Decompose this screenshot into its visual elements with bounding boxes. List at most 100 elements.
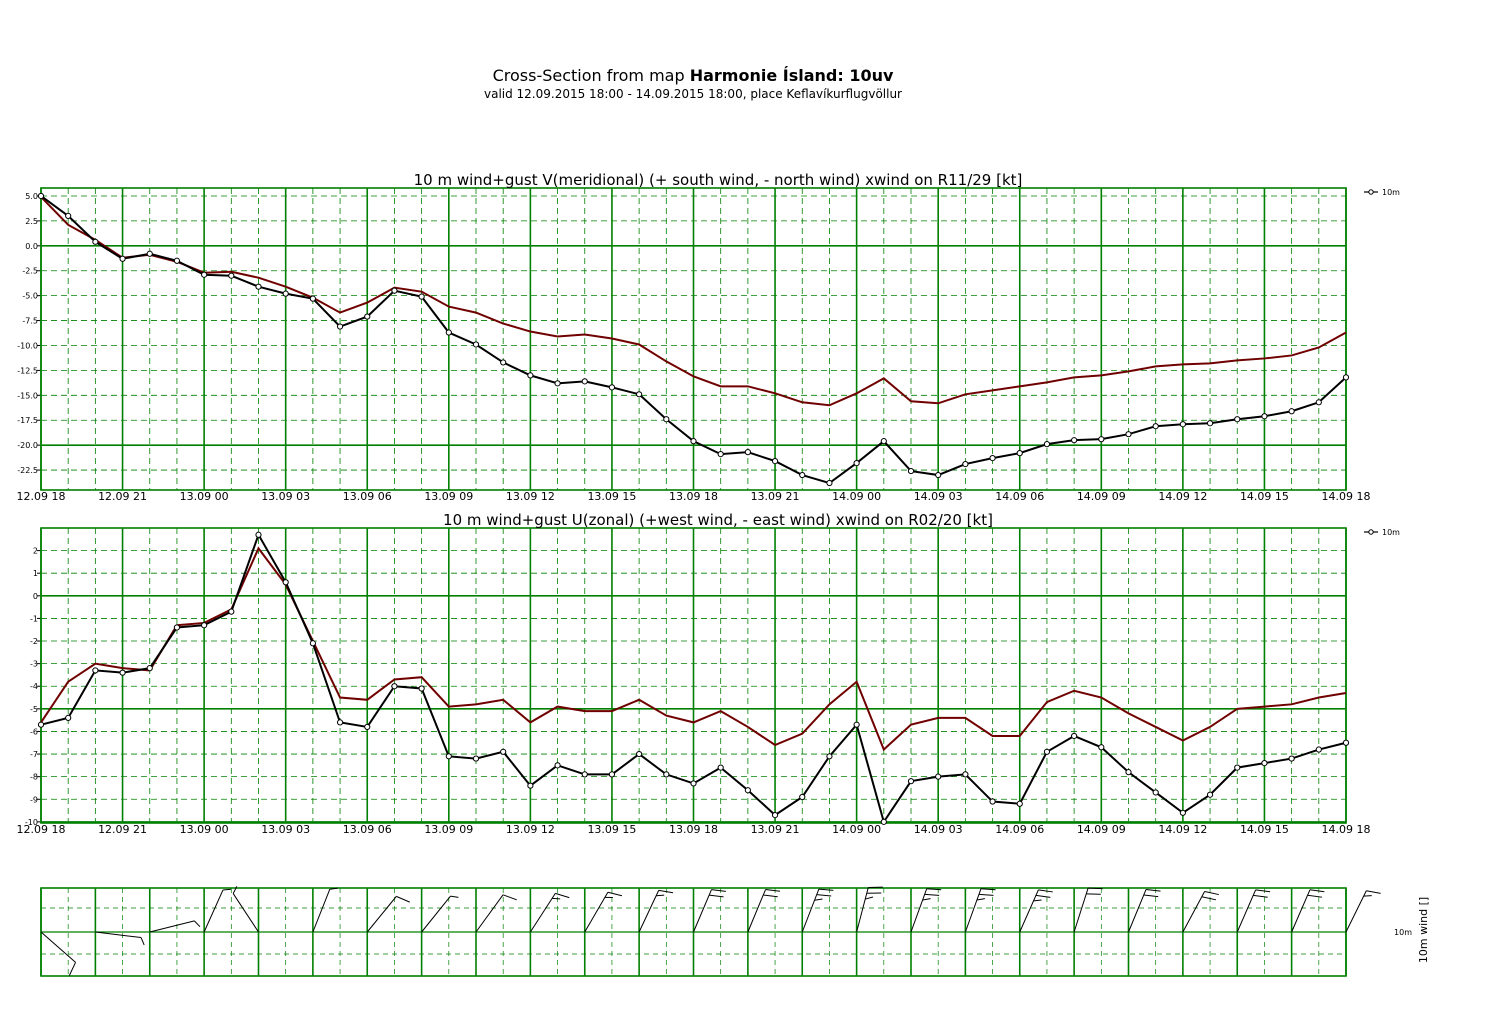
y-tick-label: 2 xyxy=(33,547,38,556)
x-tick-label: 13.09 09 xyxy=(424,823,473,836)
wind-barb-feather xyxy=(1033,899,1042,902)
x-tick-label: 14.09 03 xyxy=(914,490,963,503)
x-tick-label: 14.09 09 xyxy=(1077,823,1126,836)
wind-barb-shaft xyxy=(95,931,142,939)
data-point xyxy=(391,287,398,294)
data-point xyxy=(1206,791,1214,798)
data-point xyxy=(201,622,208,629)
data-point xyxy=(173,257,181,264)
wind-barb-feather xyxy=(818,888,834,891)
wind-barb-feather xyxy=(1309,889,1325,893)
wind-barb-feather xyxy=(450,895,459,898)
data-point xyxy=(1234,764,1241,771)
data-point xyxy=(1071,437,1078,444)
wind-barb-shaft xyxy=(40,931,76,963)
wind-barb-feather xyxy=(924,893,940,896)
data-point xyxy=(37,192,45,200)
x-tick-label: 14.09 15 xyxy=(1240,490,1289,503)
data-point xyxy=(826,753,833,760)
data-point xyxy=(1098,744,1105,751)
data-point xyxy=(636,391,643,398)
data-point xyxy=(472,755,480,762)
wind-barb-feather xyxy=(1204,890,1219,896)
data-point xyxy=(65,714,72,721)
y-tick-label: -17.5 xyxy=(17,416,38,425)
barb-axis-label: 10m wind [] xyxy=(1417,897,1430,963)
data-point xyxy=(228,608,235,615)
wind-barb-shaft xyxy=(366,896,397,933)
y-tick-label: 0.0 xyxy=(25,242,38,251)
y-tick-label: -2.5 xyxy=(22,267,38,276)
data-point xyxy=(309,295,316,302)
data-point xyxy=(1125,769,1132,776)
wind-barb-feather xyxy=(926,888,942,891)
y-tick-label: -2 xyxy=(30,637,38,646)
wind-barb-panel: 10m 10m wind [] xyxy=(40,886,1430,977)
wind-barb-feather xyxy=(865,896,874,900)
y-tick-label: -7 xyxy=(30,750,38,759)
wind-barb-feather xyxy=(922,898,931,901)
data-point xyxy=(309,640,316,647)
data-point xyxy=(418,293,425,300)
x-tick-label: 13.09 09 xyxy=(424,490,473,503)
x-tick-label: 12.09 21 xyxy=(98,823,147,836)
data-point xyxy=(37,721,45,728)
wind-barb-feather xyxy=(709,894,724,898)
x-tick-label: 13.09 12 xyxy=(506,823,555,836)
wind-barb-feather xyxy=(1253,894,1268,898)
y-tick-label: -8 xyxy=(30,773,38,782)
data-point xyxy=(472,341,480,348)
x-tick-label: 14.09 18 xyxy=(1322,823,1371,836)
data-point xyxy=(1261,759,1268,767)
legend-marker xyxy=(1368,189,1374,195)
wind-barb-shaft xyxy=(1128,889,1147,933)
data-point xyxy=(717,764,724,771)
x-tick-label: 13.09 03 xyxy=(261,823,310,836)
data-point xyxy=(1234,416,1241,423)
data-point xyxy=(907,778,915,785)
wind-barb-shaft xyxy=(693,889,712,933)
data-point xyxy=(1288,755,1295,762)
data-point xyxy=(255,531,262,538)
x-tick-label: 14.09 15 xyxy=(1240,823,1289,836)
data-point xyxy=(1098,436,1105,443)
wind-barb-feather xyxy=(329,887,338,890)
data-point xyxy=(880,818,887,825)
wind-barb-feather xyxy=(1143,894,1159,898)
wind-barb-feather xyxy=(222,888,232,891)
data-point xyxy=(1152,423,1159,430)
data-point xyxy=(173,624,181,631)
wind-barb-feather xyxy=(1201,896,1217,901)
page-subtitle: valid 12.09.2015 18:00 - 14.09.2015 18:0… xyxy=(483,87,902,101)
wind-barb-feather xyxy=(502,894,517,901)
wind-barb-shaft xyxy=(312,889,331,933)
data-point xyxy=(500,748,507,755)
wind-barb-feather xyxy=(1366,890,1381,894)
data-point xyxy=(1043,748,1051,755)
wind-barb-feather xyxy=(656,894,665,897)
x-tick-label: 13.09 21 xyxy=(751,490,800,503)
data-point xyxy=(962,460,969,468)
data-point xyxy=(146,250,153,257)
x-tick-label: 12.09 18 xyxy=(17,823,66,836)
data-point xyxy=(690,438,697,445)
data-point xyxy=(554,762,561,769)
data-point xyxy=(92,667,99,674)
data-point xyxy=(1261,413,1268,420)
data-point xyxy=(119,255,126,262)
page-title: Cross-Section from map Harmonie Ísland: … xyxy=(0,66,1386,85)
chart-title: 10 m wind+gust U(zonal) (+west wind, - e… xyxy=(443,511,993,529)
wind-barb-shaft xyxy=(149,920,195,933)
wind-barb-feather xyxy=(1038,889,1053,893)
wind-barb-feather xyxy=(980,888,996,891)
data-point xyxy=(717,451,724,458)
wind-barb-feather xyxy=(607,891,623,897)
data-point xyxy=(65,212,72,220)
wind-barb-feather xyxy=(1307,894,1323,898)
wind-barb-shaft xyxy=(1291,889,1311,933)
data-point xyxy=(1206,420,1214,427)
legend-label: 10m xyxy=(1382,528,1400,537)
x-tick-label: 13.09 00 xyxy=(180,823,229,836)
